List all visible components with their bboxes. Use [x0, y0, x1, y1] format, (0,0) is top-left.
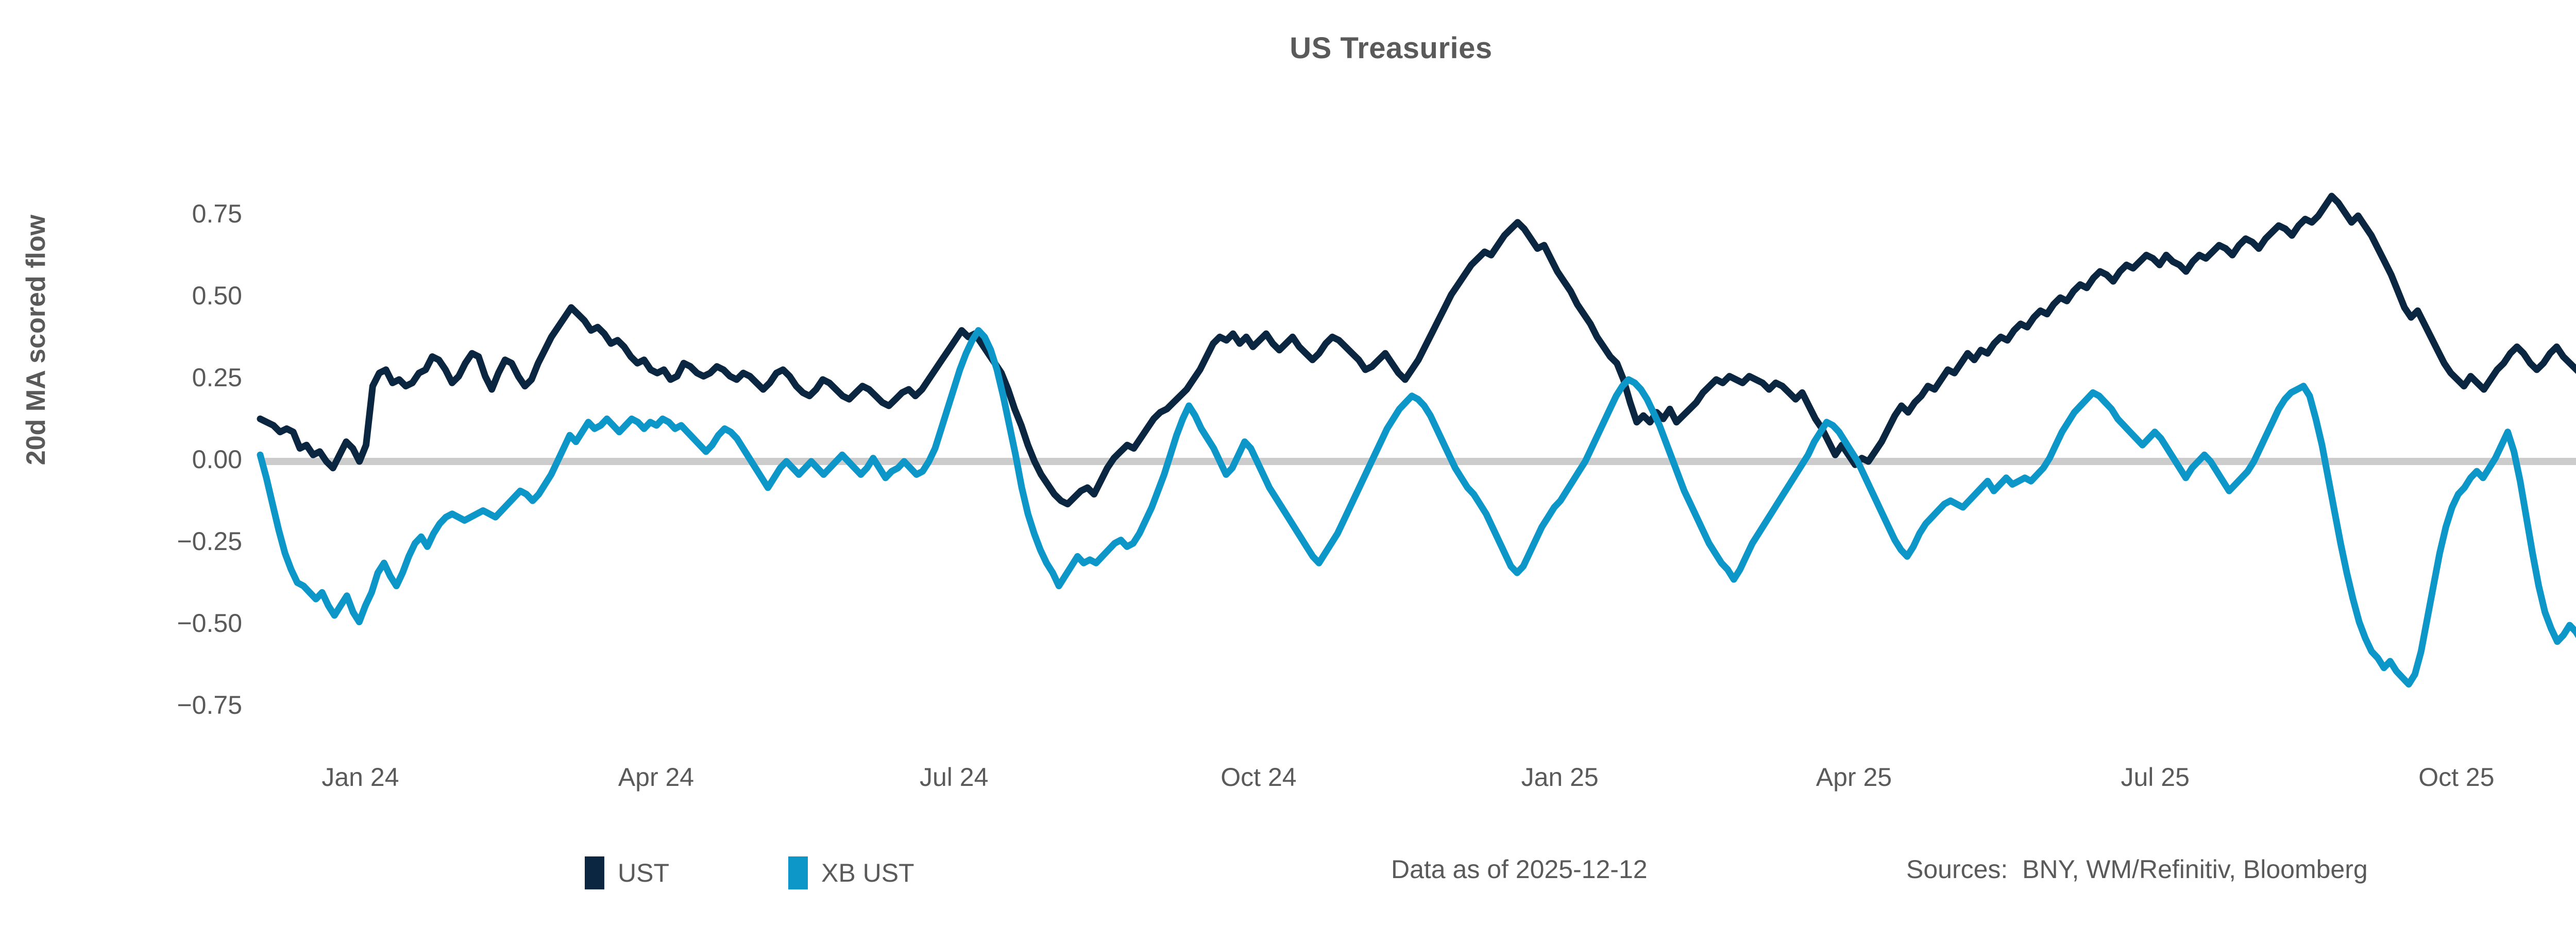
- legend-swatch-ust-icon: [585, 856, 604, 889]
- x-tick-label: Jul 25: [2121, 763, 2190, 792]
- legend-label-ust: UST: [618, 859, 669, 887]
- x-tick-label: Apr 25: [1816, 763, 1892, 792]
- x-tick-label: Jan 24: [321, 763, 399, 792]
- x-tick-label: Oct 25: [2418, 763, 2495, 792]
- y-tick-label: 0.75: [192, 199, 242, 228]
- y-axis-tick-labels: 0.75 0.50 0.25 0.00 −0.25 −0.50 −0.75: [108, 0, 242, 927]
- y-tick-label: 0.00: [192, 445, 242, 474]
- x-tick-label: Jul 24: [919, 763, 989, 792]
- x-tick-label: Apr 24: [618, 763, 694, 792]
- series-line-ust: [257, 193, 2576, 508]
- legend-label-xb-ust: XB UST: [821, 859, 914, 887]
- x-tick-label: Oct 24: [1221, 763, 1297, 792]
- chart-footer: UST XB UST Data as of 2025-12-12 Sources…: [0, 852, 2576, 909]
- y-tick-label: −0.50: [177, 609, 242, 638]
- y-tick-label: 0.25: [192, 363, 242, 392]
- legend-item-xb-ust[interactable]: XB UST: [788, 852, 914, 894]
- page-title: US Treasuries: [1290, 31, 1493, 65]
- y-tick-label: −0.25: [177, 527, 242, 556]
- data-as-of-note: Data as of 2025-12-12: [1391, 855, 1648, 884]
- legend-item-ust[interactable]: UST: [585, 852, 669, 894]
- x-tick-label: Jan 25: [1521, 763, 1599, 792]
- sources-note: Sources: BNY, WM/Refinitiv, Bloomberg: [1906, 855, 2368, 884]
- legend-swatch-xb-ust-icon: [788, 856, 808, 889]
- y-tick-label: 0.50: [192, 281, 242, 310]
- y-tick-label: −0.75: [177, 691, 242, 719]
- series-line-xb-ust: [257, 327, 2576, 688]
